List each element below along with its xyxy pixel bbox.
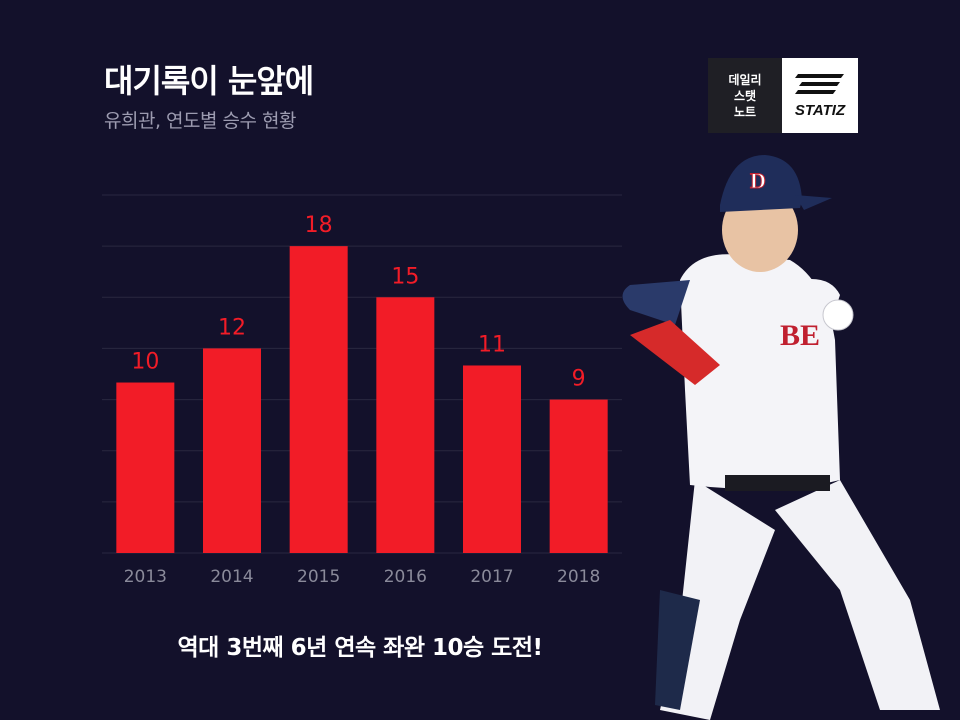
x-tick-label-2015: 2015 [297, 567, 340, 587]
x-tick-label-2013: 2013 [124, 567, 167, 587]
bar-2014 [203, 348, 261, 553]
bar-2015 [289, 246, 348, 553]
badge-line-1: 데일리 [728, 72, 762, 87]
badge-line-3: 노트 [733, 104, 757, 119]
x-tick-label-2017: 2017 [470, 567, 513, 587]
statiz-logo: STATIZ [782, 58, 858, 133]
badge-line-2: 스탯 [733, 88, 757, 103]
data-label-2014: 12 [218, 315, 246, 340]
bar-2018 [549, 399, 608, 553]
x-tick-label-2018: 2018 [557, 567, 600, 587]
data-label-2018: 9 [572, 367, 586, 392]
daily-stat-note-label: 데일리 스탯 노트 [708, 58, 782, 133]
cap-logo-letter: D [750, 168, 766, 193]
x-tick-label-2014: 2014 [210, 567, 253, 587]
statiz-brand-text: STATIZ [794, 102, 846, 119]
data-label-2016: 15 [391, 264, 419, 289]
bar-2016 [376, 297, 435, 553]
statiz-stripes-icon [795, 74, 844, 94]
data-label-2017: 11 [478, 332, 506, 357]
statiz-badge: 데일리 스탯 노트 STATIZ [708, 58, 858, 133]
chart-caption: 역대 3번째 6년 연속 좌완 10승 도전! [177, 635, 543, 661]
jersey-lettering: BE [780, 319, 820, 352]
bar-2013 [116, 382, 175, 553]
bar-2017 [463, 365, 521, 553]
baseball-player-image: BE D [622, 155, 940, 720]
chart-subtitle: 유희관, 연도별 승수 현황 [104, 110, 296, 132]
chart-title: 대기록이 눈앞에 [104, 62, 314, 100]
x-tick-label-2016: 2016 [384, 567, 427, 587]
data-label-2013: 10 [131, 350, 159, 375]
data-label-2015: 18 [305, 213, 333, 238]
